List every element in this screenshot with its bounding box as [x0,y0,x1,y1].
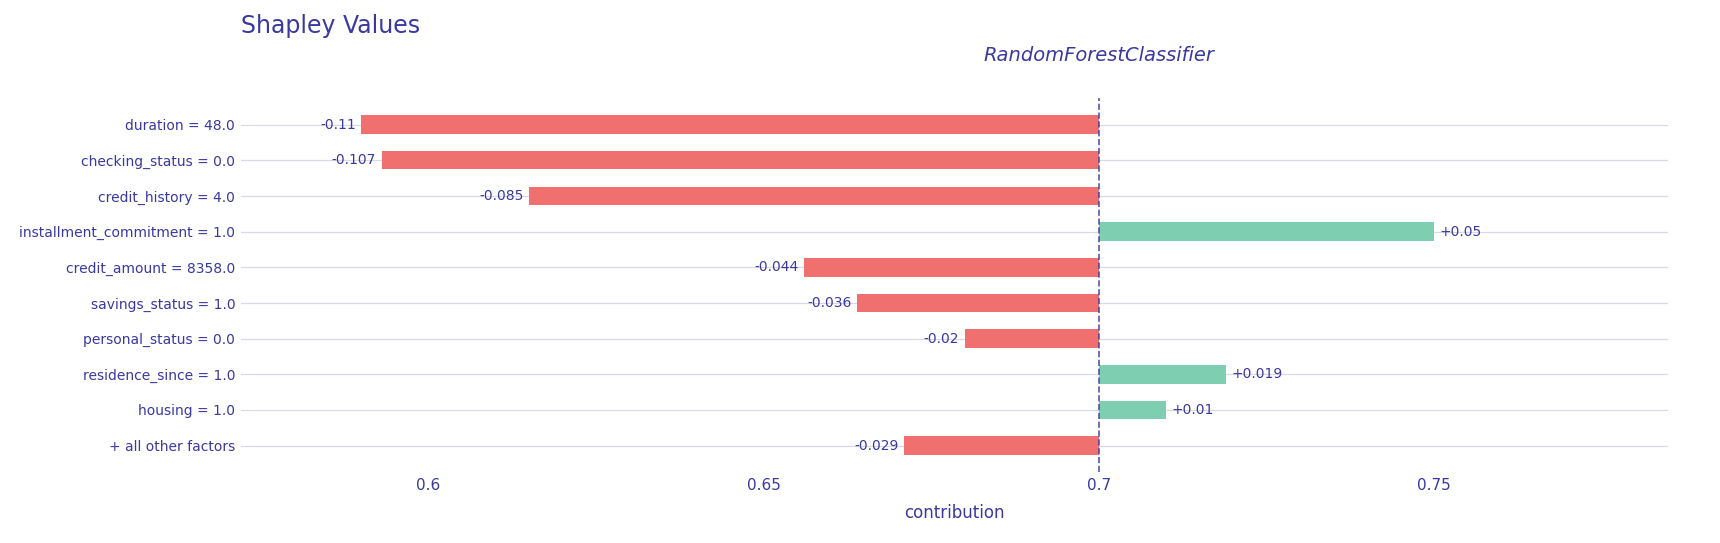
Text: -0.02: -0.02 [924,332,960,345]
Text: -0.11: -0.11 [320,117,356,131]
Bar [803,258,1099,276]
Text: +0.05: +0.05 [1440,225,1481,238]
Bar [857,294,1099,312]
Bar [965,329,1099,348]
Text: +0.019: +0.019 [1232,367,1283,381]
Text: -0.085: -0.085 [480,189,523,203]
Bar [1099,222,1434,241]
Bar [905,437,1099,455]
Bar [530,187,1099,205]
Bar [1099,401,1166,419]
Text: -0.044: -0.044 [753,260,798,274]
Bar [361,115,1099,134]
Text: -0.029: -0.029 [855,439,900,453]
Text: -0.036: -0.036 [808,296,851,310]
Text: +0.01: +0.01 [1171,403,1214,417]
Text: Shapley Values: Shapley Values [241,14,420,38]
Text: RandomForestClassifier: RandomForestClassifier [984,46,1214,65]
Bar [1099,365,1226,383]
Bar [382,151,1099,169]
X-axis label: contribution: contribution [905,504,1004,522]
Text: -0.107: -0.107 [332,153,377,167]
